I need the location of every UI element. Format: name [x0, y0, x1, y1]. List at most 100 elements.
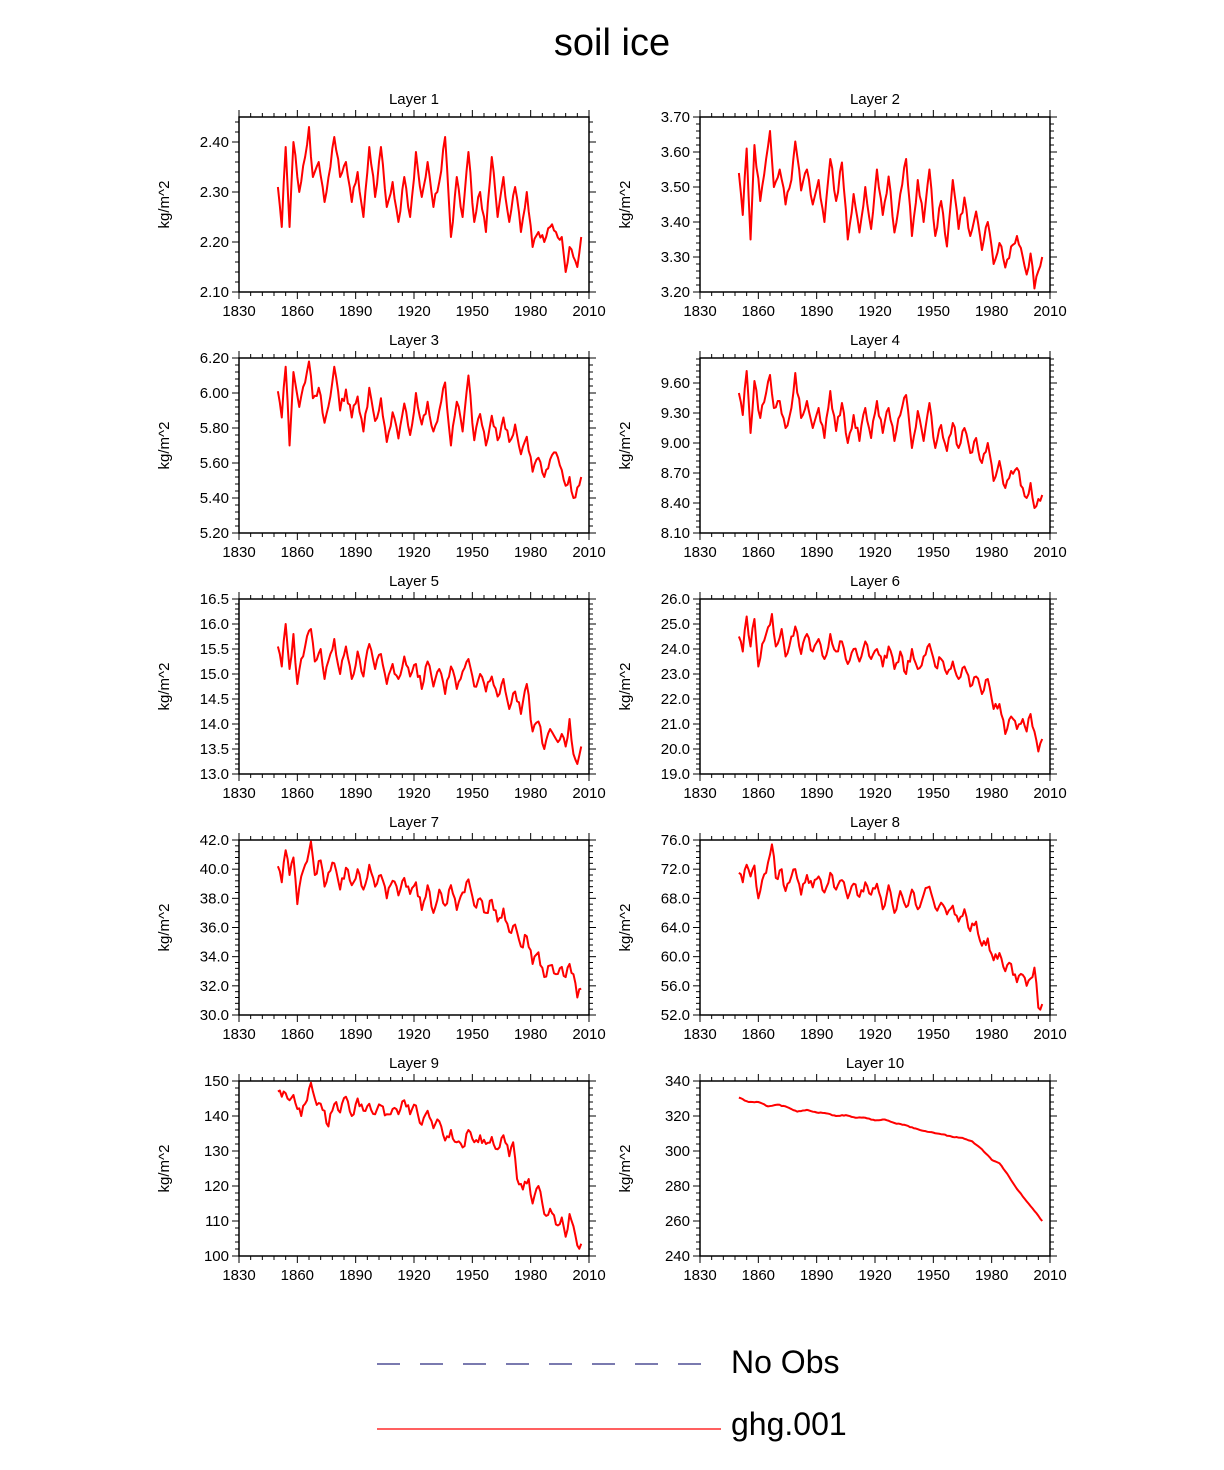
panel-title: Layer 7 — [389, 814, 439, 831]
y-tick-label: 3.50 — [661, 179, 690, 196]
y-tick-label: 30.0 — [200, 1007, 229, 1024]
panel-title: Layer 6 — [850, 573, 900, 590]
x-tick-label: 1830 — [222, 785, 255, 802]
x-tick-label: 1830 — [683, 785, 716, 802]
y-tick-label: 8.40 — [661, 495, 690, 512]
x-tick-label: 2010 — [1033, 785, 1066, 802]
series-line-ghg-001 — [737, 130, 1044, 290]
y-tick-label: 14.5 — [200, 691, 229, 708]
y-tick-label: 34.0 — [200, 949, 229, 966]
y-tick-label: 9.60 — [661, 375, 690, 392]
x-tick-label: 1980 — [514, 1267, 547, 1284]
x-tick-label: 1920 — [858, 785, 891, 802]
y-tick-label: 8.70 — [661, 465, 690, 482]
y-tick-label: 15.0 — [200, 666, 229, 683]
y-axis-label: kg/m^2 — [156, 422, 173, 470]
y-tick-label: 5.60 — [200, 455, 229, 472]
y-axis-label: kg/m^2 — [617, 181, 634, 229]
panel-layer-6: 1830 1860 1890 1920 1950 1980 2010 19.0 20.0 21.0… — [617, 573, 1067, 802]
x-tick-label: 1890 — [339, 303, 372, 320]
x-tick-label: 1980 — [975, 785, 1008, 802]
x-tick-label: 1830 — [683, 1267, 716, 1284]
panel-layer-1: 1830 1860 1890 1920 1950 1980 2010 2.10 2.20 2.30… — [156, 91, 606, 320]
x-tick-label: 1860 — [281, 785, 314, 802]
x-tick-label: 1890 — [800, 303, 833, 320]
x-tick-label: 2010 — [1033, 303, 1066, 320]
x-tick-label: 2010 — [1033, 1026, 1066, 1043]
x-tick-label: 1950 — [917, 1026, 950, 1043]
y-tick-label: 72.0 — [661, 861, 690, 878]
y-axis-label: kg/m^2 — [617, 663, 634, 711]
series-line-ghg-001 — [737, 370, 1044, 509]
x-tick-label: 1860 — [742, 785, 775, 802]
y-tick-label: 5.40 — [200, 490, 229, 507]
panel-title: Layer 1 — [389, 91, 439, 108]
x-tick-label: 1950 — [917, 785, 950, 802]
x-tick-label: 1890 — [800, 1026, 833, 1043]
y-tick-label: 40.0 — [200, 861, 229, 878]
y-tick-label: 240 — [665, 1248, 690, 1265]
y-axis-label: kg/m^2 — [617, 1145, 634, 1193]
x-tick-label: 2010 — [572, 785, 605, 802]
y-tick-label: 3.30 — [661, 249, 690, 266]
x-tick-label: 1890 — [339, 1267, 372, 1284]
y-axis-label: kg/m^2 — [156, 904, 173, 952]
x-tick-label: 2010 — [572, 303, 605, 320]
y-tick-label: 150 — [204, 1073, 229, 1090]
x-tick-label: 1920 — [397, 303, 430, 320]
x-tick-label: 1980 — [975, 544, 1008, 561]
x-tick-label: 1830 — [222, 303, 255, 320]
x-tick-label: 1920 — [397, 1026, 430, 1043]
panel-layer-10: 1830 1860 1890 1920 1950 1980 2010 240 260 280 300… — [617, 1055, 1067, 1284]
x-tick-label: 1920 — [858, 1026, 891, 1043]
x-tick-label: 1950 — [456, 785, 489, 802]
x-tick-label: 1860 — [742, 544, 775, 561]
x-tick-label: 1890 — [339, 544, 372, 561]
y-tick-label: 5.80 — [200, 420, 229, 437]
series-line-ghg-001 — [276, 360, 583, 499]
y-tick-label: 16.5 — [200, 591, 229, 608]
y-tick-label: 26.0 — [661, 591, 690, 608]
panel-title: Layer 9 — [389, 1055, 439, 1072]
panel-title: Layer 4 — [850, 332, 900, 349]
y-tick-label: 32.0 — [200, 978, 229, 995]
x-tick-label: 1830 — [222, 1026, 255, 1043]
y-tick-label: 25.0 — [661, 616, 690, 633]
y-tick-label: 42.0 — [200, 832, 229, 849]
x-tick-label: 1980 — [975, 303, 1008, 320]
panel-title: Layer 2 — [850, 91, 900, 108]
y-tick-label: 56.0 — [661, 978, 690, 995]
y-tick-label: 2.20 — [200, 234, 229, 251]
y-axis-label: kg/m^2 — [156, 181, 173, 229]
x-tick-label: 1920 — [397, 785, 430, 802]
y-tick-label: 19.0 — [661, 766, 690, 783]
panel-layer-4: 1830 1860 1890 1920 1950 1980 2010 8.10 8.40 8.70… — [617, 332, 1067, 561]
legend-label-no-obs: No Obs — [731, 1344, 840, 1380]
y-tick-label: 20.0 — [661, 741, 690, 758]
x-tick-label: 1830 — [683, 544, 716, 561]
x-tick-label: 1920 — [397, 1267, 430, 1284]
x-tick-label: 1980 — [514, 1026, 547, 1043]
y-axis-label: kg/m^2 — [156, 1145, 173, 1193]
y-tick-label: 340 — [665, 1073, 690, 1090]
y-tick-label: 64.0 — [661, 920, 690, 937]
y-tick-label: 22.0 — [661, 691, 690, 708]
y-tick-label: 13.0 — [200, 766, 229, 783]
x-tick-label: 1860 — [742, 1267, 775, 1284]
x-tick-label: 2010 — [572, 1026, 605, 1043]
series-line-ghg-001 — [276, 840, 582, 999]
series-line-ghg-001 — [277, 1081, 583, 1250]
y-tick-label: 16.0 — [200, 616, 229, 633]
x-tick-label: 2010 — [1033, 544, 1066, 561]
y-tick-label: 52.0 — [661, 1007, 690, 1024]
y-tick-label: 120 — [204, 1178, 229, 1195]
series-line-ghg-001 — [738, 843, 1044, 1011]
y-tick-label: 9.30 — [661, 405, 690, 422]
y-tick-label: 260 — [665, 1213, 690, 1230]
y-tick-label: 2.40 — [200, 134, 229, 151]
x-tick-label: 1980 — [514, 303, 547, 320]
y-tick-label: 68.0 — [661, 890, 690, 907]
x-tick-label: 1860 — [281, 303, 314, 320]
panel-title: Layer 5 — [389, 573, 439, 590]
y-tick-label: 3.40 — [661, 214, 690, 231]
